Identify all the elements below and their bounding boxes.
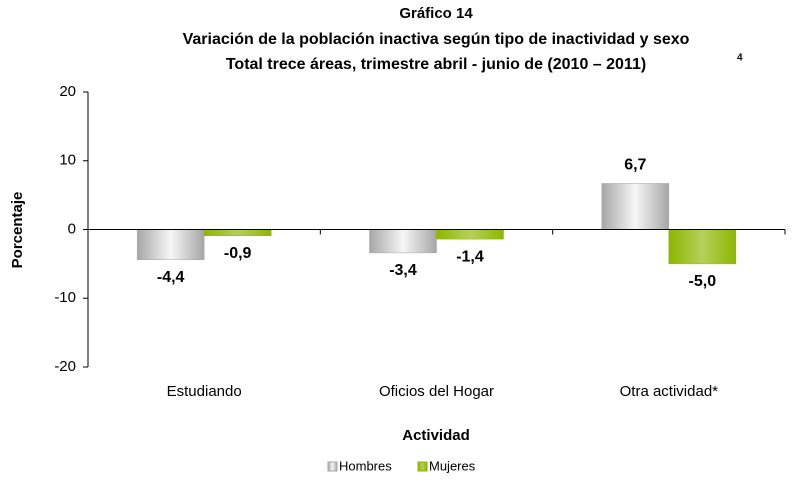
chart-subtitle: Total trece áreas, trimestre abril - jun… (226, 56, 646, 73)
legend-label: Mujeres (429, 458, 476, 473)
y-tick-label: 10 (59, 152, 76, 169)
legend-swatch (417, 461, 428, 472)
y-tick-label: -20 (54, 358, 76, 375)
data-label: -4,4 (157, 269, 185, 286)
bar (369, 229, 437, 254)
data-label: -5,0 (689, 273, 717, 290)
data-label: -3,4 (389, 262, 417, 279)
title-note: 4 (737, 53, 743, 64)
x-axis-label: Actividad (402, 427, 470, 444)
bar (203, 229, 272, 236)
data-label: 6,7 (624, 157, 646, 174)
data-label: -0,9 (224, 245, 252, 262)
chart-title: Variación de la población inactiva según… (183, 31, 690, 48)
y-tick-label: -10 (54, 289, 76, 306)
legend-label: Hombres (339, 458, 392, 473)
y-axis-label: Porcentaje (9, 192, 26, 269)
x-tick-label: Otra actividad* (620, 383, 719, 400)
bar (601, 183, 670, 230)
bar (668, 229, 737, 265)
y-tick-label: 20 (59, 83, 76, 100)
bar (436, 229, 504, 240)
x-tick-label: Estudiando (167, 383, 242, 400)
y-tick-label: 0 (68, 220, 76, 237)
legend-swatch (327, 461, 338, 472)
chart-title: Gráfico 14 (399, 5, 473, 22)
x-tick-label: Oficios del Hogar (379, 383, 494, 400)
data-label: -1,4 (456, 248, 484, 265)
bar (136, 229, 205, 260)
